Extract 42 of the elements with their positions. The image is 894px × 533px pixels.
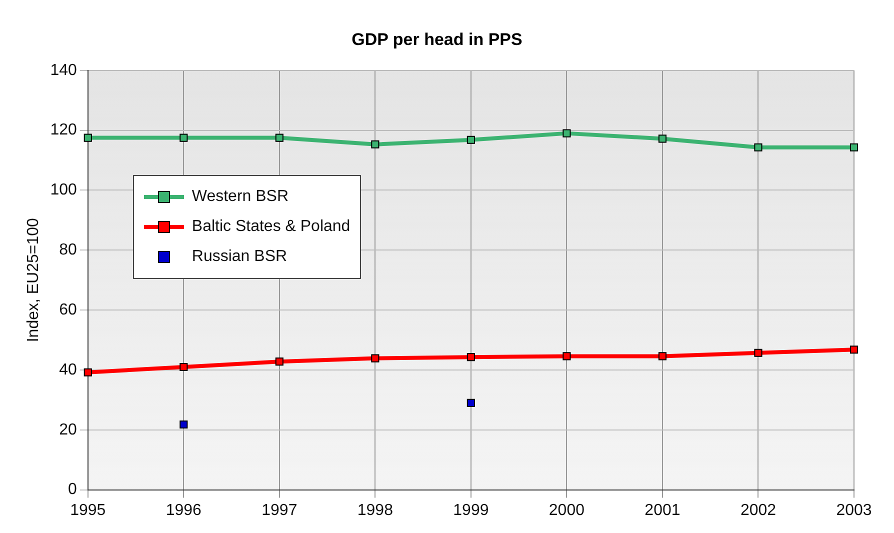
point [275, 134, 284, 142]
y-tick-label: 0 [68, 481, 77, 498]
point [371, 354, 380, 362]
y-tick-label: 120 [50, 122, 77, 139]
point [754, 348, 762, 357]
y-tick-label: 60 [59, 301, 77, 318]
x-tick-label: 1998 [357, 502, 394, 519]
point [84, 368, 92, 376]
point [658, 134, 667, 143]
y-tick-label: 20 [59, 421, 77, 438]
point [84, 134, 92, 142]
point [466, 398, 475, 407]
point [371, 140, 380, 148]
point [180, 134, 188, 142]
y-axis-title: Index, EU25=100 [25, 218, 42, 342]
x-tick-label: 1999 [453, 502, 489, 519]
point [562, 129, 571, 138]
x-tick-label: 1996 [166, 502, 202, 519]
point [180, 362, 188, 372]
point [658, 352, 667, 360]
point [850, 143, 858, 152]
legend-label: Baltic States & Poland [192, 218, 350, 236]
y-tick-label: 80 [59, 242, 77, 259]
chart-title: GDP per head in PPS [352, 30, 522, 49]
x-tick-label: 2002 [740, 502, 776, 519]
point [754, 143, 762, 152]
x-tick-label: 1995 [70, 502, 106, 519]
legend-label: Russian BSR [192, 248, 288, 266]
x-tick-label: 1997 [262, 502, 298, 519]
x-tick-label: 2003 [836, 502, 872, 519]
point [850, 346, 858, 354]
point [180, 420, 188, 429]
y-tick-label: 140 [50, 62, 77, 79]
x-tick-label: 2001 [644, 502, 680, 519]
legend-label: Western BSR [192, 188, 289, 206]
x-tick-label: 2000 [548, 502, 585, 519]
point [466, 353, 475, 362]
y-tick-label: 100 [50, 182, 77, 199]
point [275, 358, 284, 366]
point [466, 136, 475, 144]
point [562, 352, 571, 360]
y-tick-label: 40 [59, 361, 77, 378]
